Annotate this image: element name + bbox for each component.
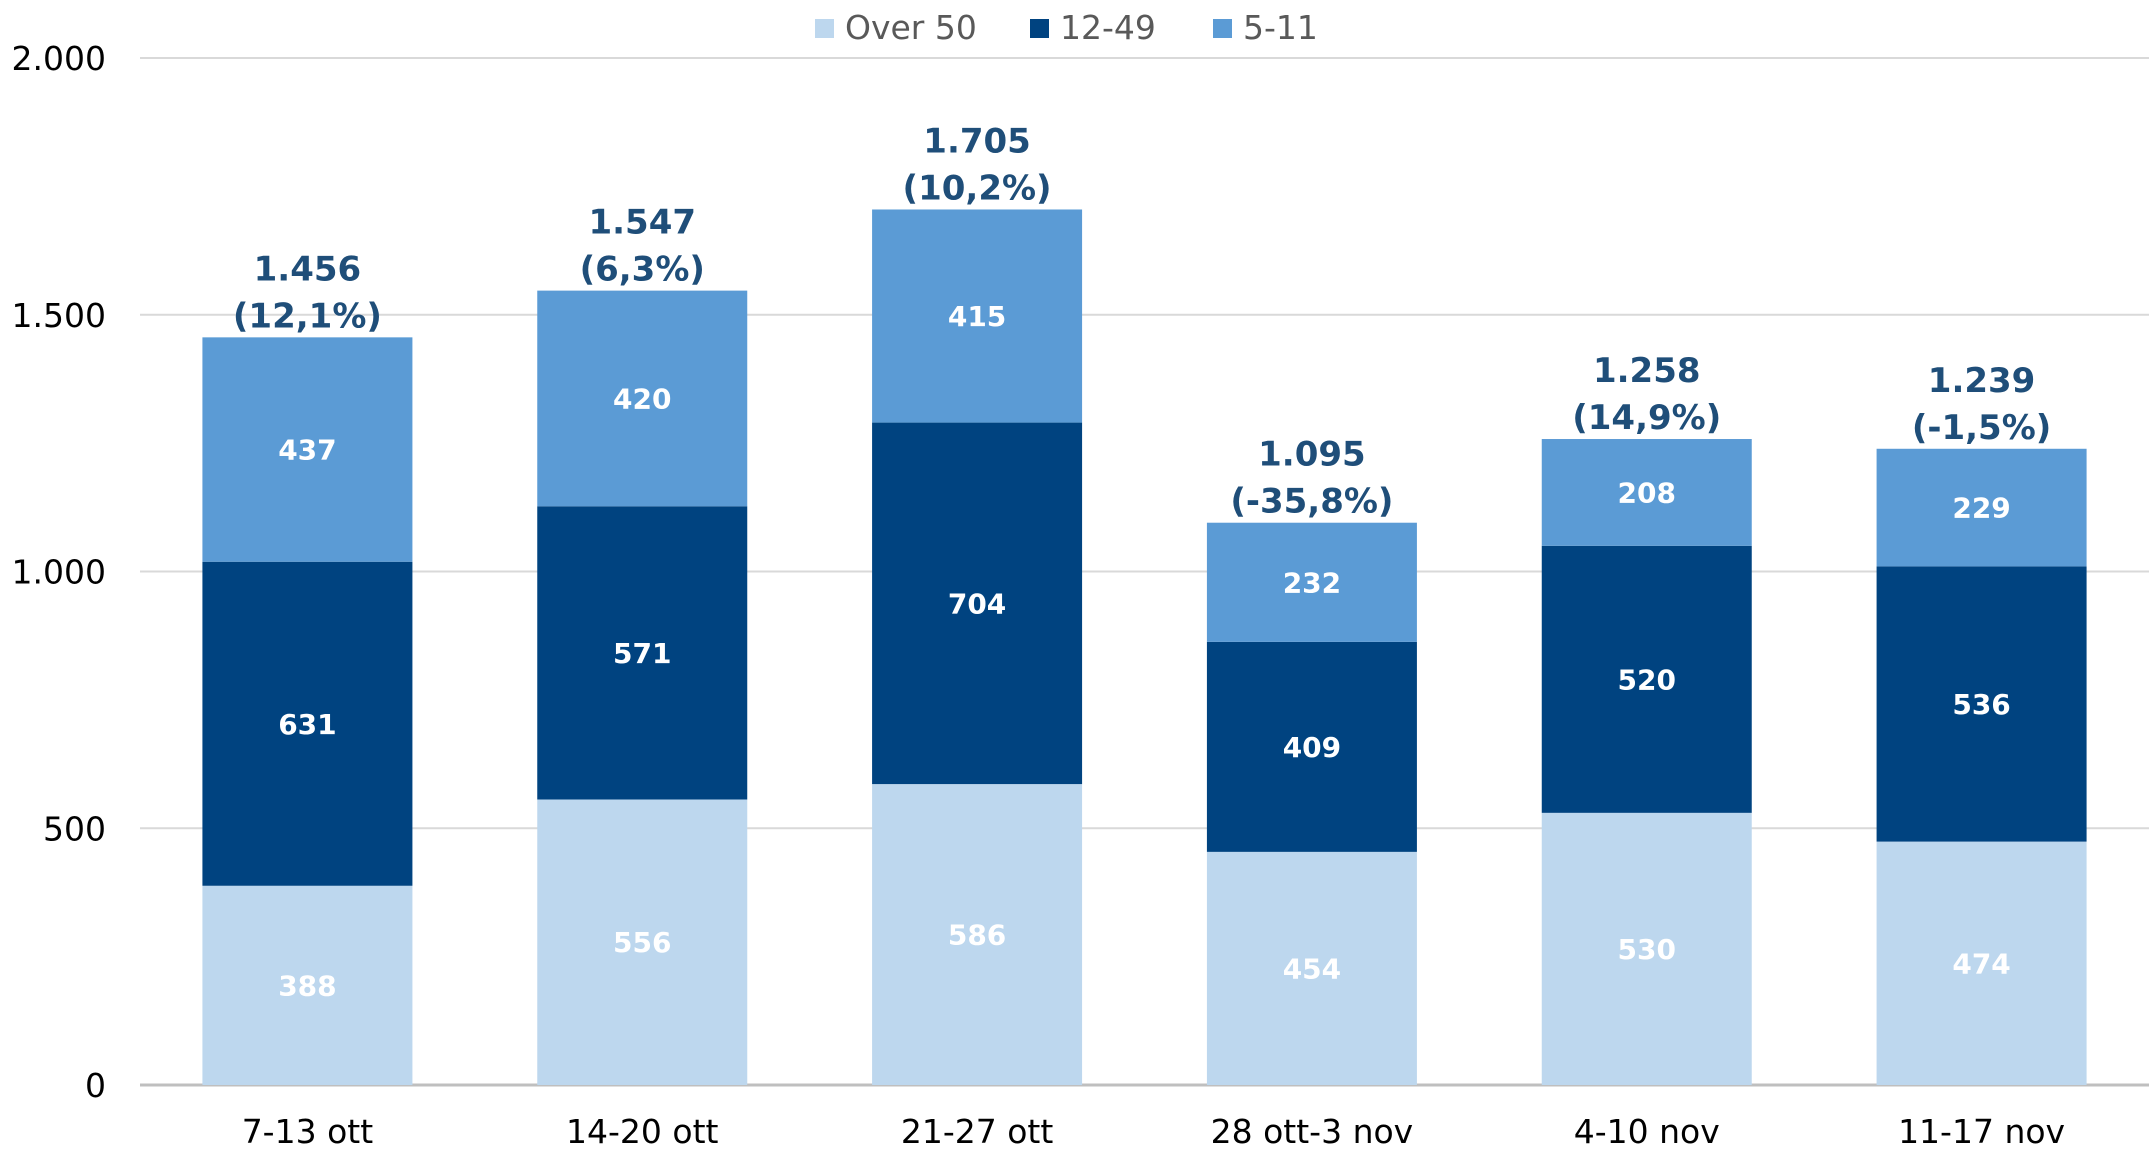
total-label: 1.705 [923,121,1031,161]
y-axis-ticks: 0 500 1.000 1.500 2.000 [12,39,106,1105]
x-tick-label: 28 ott-3 nov [1211,1112,1414,1151]
bar-segment [1541,545,1752,813]
data-label: 208 [1618,476,1676,509]
legend-swatch [1030,19,1049,38]
bar-segment [537,506,748,800]
total-change-label: (14,9%) [1572,398,1721,438]
total-label: 1.547 [588,203,696,243]
data-label: 556 [613,926,671,959]
total-change-label: (6,3%) [580,250,705,290]
x-tick-label: 21-27 ott [901,1112,1054,1151]
y-tick-label: 500 [43,809,106,848]
bar-segment [872,209,1083,423]
bar-stack: 388 631 437 1.456 (12,1%) [202,249,413,1085]
data-label: 571 [613,637,671,670]
y-tick-label: 1.000 [12,553,106,592]
bar-segment [1206,522,1417,642]
bar-segment [1206,641,1417,852]
bar-segment [537,290,748,507]
data-label: 454 [1283,952,1341,985]
bar-segment [1876,448,2087,567]
data-label: 631 [278,708,336,741]
data-label: 474 [1952,947,2010,980]
bar-segment [872,422,1083,785]
x-tick-label: 11-17 nov [1898,1112,2065,1151]
data-label: 536 [1952,688,2010,721]
legend-item: 12-49 [1030,8,1156,47]
bar-stack: 556 571 420 1.547 (6,3%) [537,203,748,1085]
total-label: 1.239 [1928,361,2036,401]
data-label: 232 [1283,566,1341,599]
x-tick-label: 7-13 ott [242,1112,374,1151]
data-label: 520 [1618,663,1676,696]
total-change-label: (-35,8%) [1230,482,1393,522]
data-label: 388 [278,969,336,1002]
bar-stack: 454 409 232 1.095 (-35,8%) [1206,435,1417,1085]
bar-segment [202,885,413,1085]
bar-segment [872,784,1083,1085]
total-label: 1.456 [254,249,362,289]
total-change-label: (-1,5%) [1912,408,2052,448]
data-label: 420 [613,382,671,415]
total-label: 1.095 [1258,435,1366,475]
bar-stack: 474 536 229 1.239 (-1,5%) [1876,361,2087,1085]
y-tick-label: 1.500 [12,296,106,335]
legend-swatch [1213,19,1232,38]
bar-segment [537,799,748,1085]
bar-stack: 530 520 208 1.258 (14,9%) [1541,351,1752,1085]
bar-segment [1876,841,2087,1085]
total-label: 1.258 [1593,351,1701,391]
total-change-label: (10,2%) [903,168,1052,208]
bar-segment [1876,566,2087,842]
bar-stack: 586 704 415 1.705 (10,2%) [872,121,1083,1085]
data-label: 586 [948,919,1006,952]
legend: Over 50 12-49 5-11 [815,8,1318,47]
total-change-label: (12,1%) [233,296,382,336]
data-label: 415 [948,300,1006,333]
data-label: 229 [1952,492,2010,525]
data-label: 704 [948,587,1006,620]
legend-label: 5-11 [1243,8,1318,47]
bar-segment [1541,812,1752,1085]
legend-label: 12-49 [1060,8,1156,47]
data-label: 409 [1283,731,1341,764]
legend-label: Over 50 [845,8,977,47]
legend-swatch [815,19,834,38]
y-tick-label: 2.000 [12,39,106,78]
x-axis-ticks: 7-13 ott 14-20 ott 21-27 ott 28 ott-3 nov 4-… [242,1112,2065,1151]
x-tick-label: 14-20 ott [566,1112,719,1151]
bars: 388 631 437 1.456 (12,1%) 556 571 420 1.547 (6,3%… [202,121,2087,1085]
legend-item: Over 50 [815,8,977,47]
bar-segment [1541,439,1752,546]
x-tick-label: 4-10 nov [1574,1112,1720,1151]
bar-segment [202,337,413,562]
bar-segment [1206,851,1417,1085]
data-label: 530 [1618,933,1676,966]
y-tick-label: 0 [85,1066,106,1105]
bar-segment [202,561,413,886]
gridlines [140,57,2149,1087]
data-label: 437 [278,434,336,467]
legend-item: 5-11 [1213,8,1318,47]
